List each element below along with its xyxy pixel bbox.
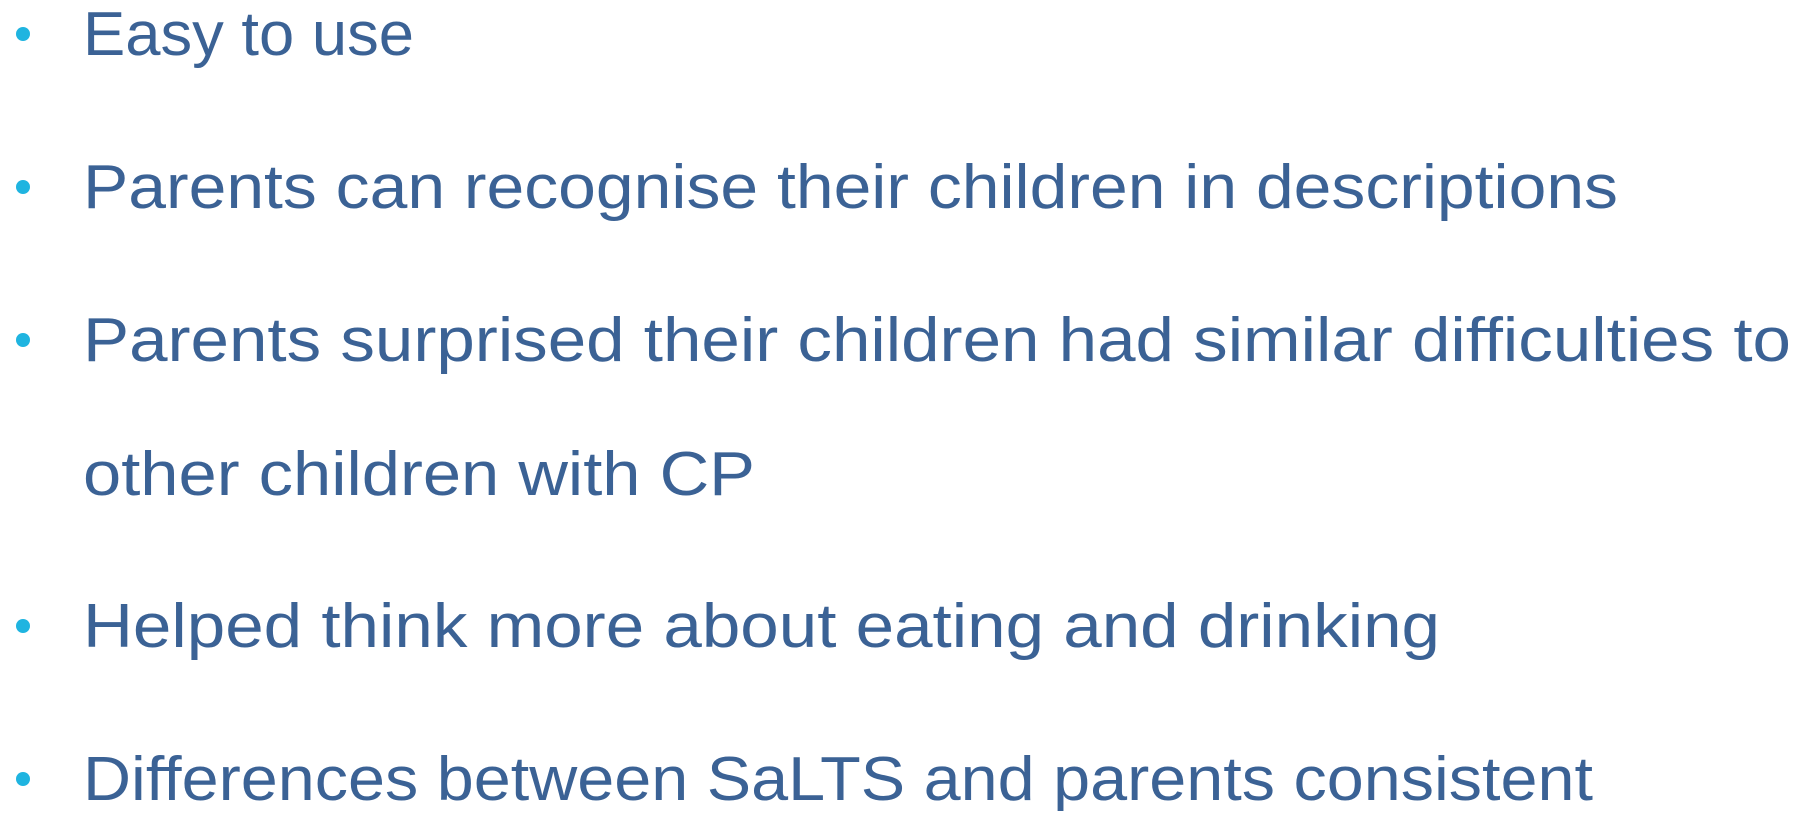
bullet-dot [16, 333, 30, 347]
bullet-text: Differences between SaLTS and parents co… [83, 745, 1593, 811]
bullet-dot [16, 180, 30, 194]
bullet-text: Parents can recognise their children in … [83, 153, 1618, 222]
bullet-text: Easy to use [83, 0, 414, 69]
bullet-dot [16, 619, 30, 633]
bullet-dot [16, 772, 30, 786]
bullet-text: Parents surprised their children had sim… [83, 306, 1791, 375]
bullet-text: Helped think more about eating and drink… [83, 592, 1440, 661]
bullet-dot [16, 27, 30, 41]
bullet-text: other children with CP [83, 440, 755, 509]
